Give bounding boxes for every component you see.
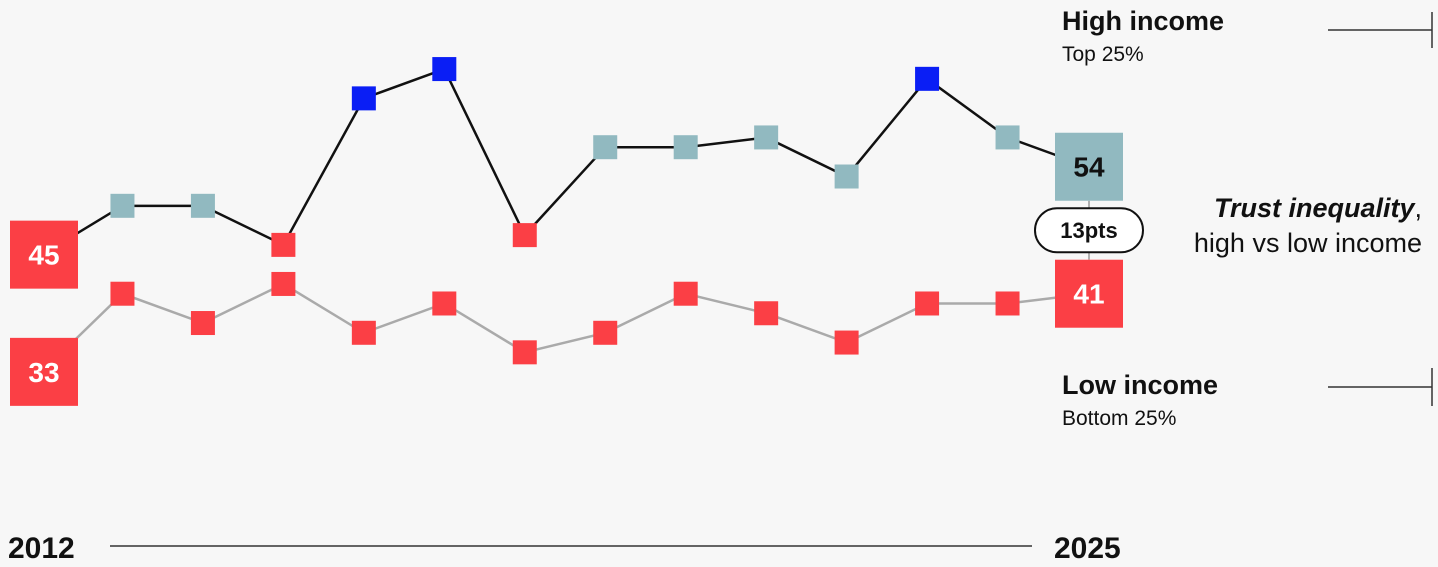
high-income-marker-2019 [593, 135, 618, 160]
high-income-marker-2024 [995, 125, 1020, 150]
high-income-marker-2022 [834, 164, 859, 189]
low-income-subtitle: Bottom 25% [1062, 407, 1176, 430]
x-axis-end-label: 2025 [1054, 532, 1121, 565]
low-income-value-box-2025 [1055, 259, 1123, 328]
low-income-marker-2016 [351, 320, 376, 345]
high-income-value-label-2025: 54 [1073, 152, 1105, 183]
low-income-marker-2017 [432, 291, 457, 316]
low-income-marker-2014 [190, 311, 215, 336]
high-income-value-box-2012 [10, 220, 78, 289]
high-income-marker-2014 [190, 193, 215, 218]
low-income-marker-2022 [834, 330, 859, 355]
low-income-marker-2013 [110, 281, 135, 306]
high-income-marker-2021 [754, 125, 779, 150]
gap-title-rest: , [1414, 193, 1422, 223]
low-income-value-label-2025: 41 [1073, 279, 1104, 310]
low-income-marker-2015 [271, 271, 296, 296]
low-income-marker-2018 [512, 340, 537, 365]
low-income-marker-2020 [673, 281, 698, 306]
gap-pill [1034, 207, 1144, 254]
gap-title: Trust inequality, [1214, 193, 1422, 223]
value-label-layer: 45 54 33 41 [10, 132, 1123, 406]
high-income-marker-2016 [351, 86, 376, 111]
high-income-marker-2018 [512, 223, 537, 248]
series-layer [41, 57, 1089, 373]
low-income-value-label-2012: 33 [28, 357, 59, 388]
low-income-marker-2021 [754, 301, 779, 326]
low-income-line [41, 282, 1089, 373]
high-income-value-label-2012: 45 [28, 240, 59, 271]
low-income-marker-2023 [915, 291, 940, 316]
high-income-title: High income [1062, 6, 1224, 36]
high-income-marker-2023 [915, 66, 940, 91]
low-income-value-box-2012 [10, 337, 78, 406]
high-income-value-box-2025 [1055, 132, 1123, 201]
gap-subtitle: high vs low income [1194, 228, 1422, 258]
high-income-marker-2020 [673, 135, 698, 160]
low-income-marker-2024 [995, 291, 1020, 316]
high-income-line [41, 67, 1089, 256]
gap-pill-label: 13pts [1060, 218, 1117, 243]
high-income-marker-2015 [271, 232, 296, 257]
high-income-marker-2017 [432, 57, 457, 82]
gap-title-bold: Trust inequality [1214, 193, 1417, 223]
low-income-title: Low income [1062, 370, 1218, 400]
x-axis-start-label: 2012 [8, 532, 75, 565]
low-income-marker-2019 [593, 320, 618, 345]
high-income-marker-2013 [110, 193, 135, 218]
high-income-subtitle: Top 25% [1062, 43, 1144, 66]
